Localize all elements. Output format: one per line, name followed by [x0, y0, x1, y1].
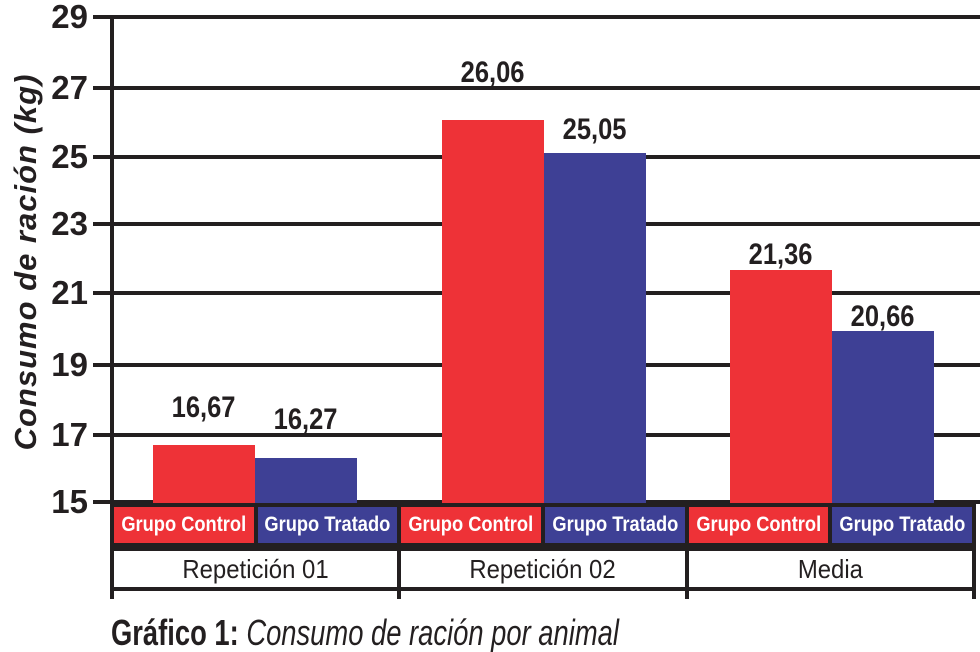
legend-cell-tratado: Grupo Tratado	[257, 507, 398, 543]
gridline-27	[93, 86, 980, 90]
bar-control-media	[730, 270, 832, 506]
y-axis-title: Consumo de ración (kg)	[8, 73, 43, 451]
gridline-29	[93, 15, 980, 19]
bar-control-repeticion-01	[153, 445, 255, 506]
x-axis-tick	[397, 590, 401, 599]
value-label-control-media: 21,36	[749, 238, 813, 271]
x-axis-tick	[972, 590, 976, 599]
caption-prefix: Gráfico 1:	[111, 612, 239, 652]
y-tick-23: 23	[51, 205, 88, 242]
caption-text: Consumo de ración por animal	[246, 612, 619, 652]
bar-tratado-repeticion-02	[544, 153, 646, 506]
x-axis-tick	[685, 590, 689, 599]
y-tick-15: 15	[51, 483, 88, 520]
bar-tratado-media	[832, 331, 934, 506]
chart-caption: Gráfico 1: Consumo de ración por animal	[111, 612, 779, 652]
category-band: Repetición 01 Repetición 02 Media	[110, 547, 976, 591]
legend-band: Grupo Control Grupo Tratado Grupo Contro…	[110, 503, 976, 547]
value-label-tratado-repeticion-01: 16,27	[274, 403, 338, 436]
legend-cell-control: Grupo Control	[688, 507, 829, 543]
y-tick-19: 19	[51, 346, 88, 383]
y-tick-17: 17	[51, 416, 88, 453]
category-cell-repeticion-01: Repetición 01	[114, 551, 398, 587]
legend-cell-tratado: Grupo Tratado	[545, 507, 685, 543]
value-label-tratado-media: 20,66	[851, 300, 915, 333]
category-cell-repeticion-02: Repetición 02	[401, 551, 685, 587]
y-tick-27: 27	[51, 69, 88, 106]
value-label-control-repeticion-01: 16,67	[172, 391, 236, 424]
category-cell-media: Media	[688, 551, 972, 587]
y-tick-25: 25	[51, 138, 88, 175]
value-label-control-repeticion-02: 26,06	[461, 56, 525, 89]
x-axis-tick	[110, 590, 114, 599]
y-tick-21: 21	[51, 274, 88, 311]
legend-cell-control: Grupo Control	[114, 507, 254, 543]
legend-cell-control: Grupo Control	[401, 507, 542, 543]
bar-control-repeticion-02	[442, 120, 544, 506]
y-axis-line	[110, 15, 114, 599]
bar-tratado-repeticion-01	[255, 458, 357, 506]
value-label-tratado-repeticion-02: 25,05	[563, 113, 627, 146]
y-tick-29: 29	[51, 0, 88, 35]
legend-cell-tratado: Grupo Tratado	[832, 507, 973, 543]
